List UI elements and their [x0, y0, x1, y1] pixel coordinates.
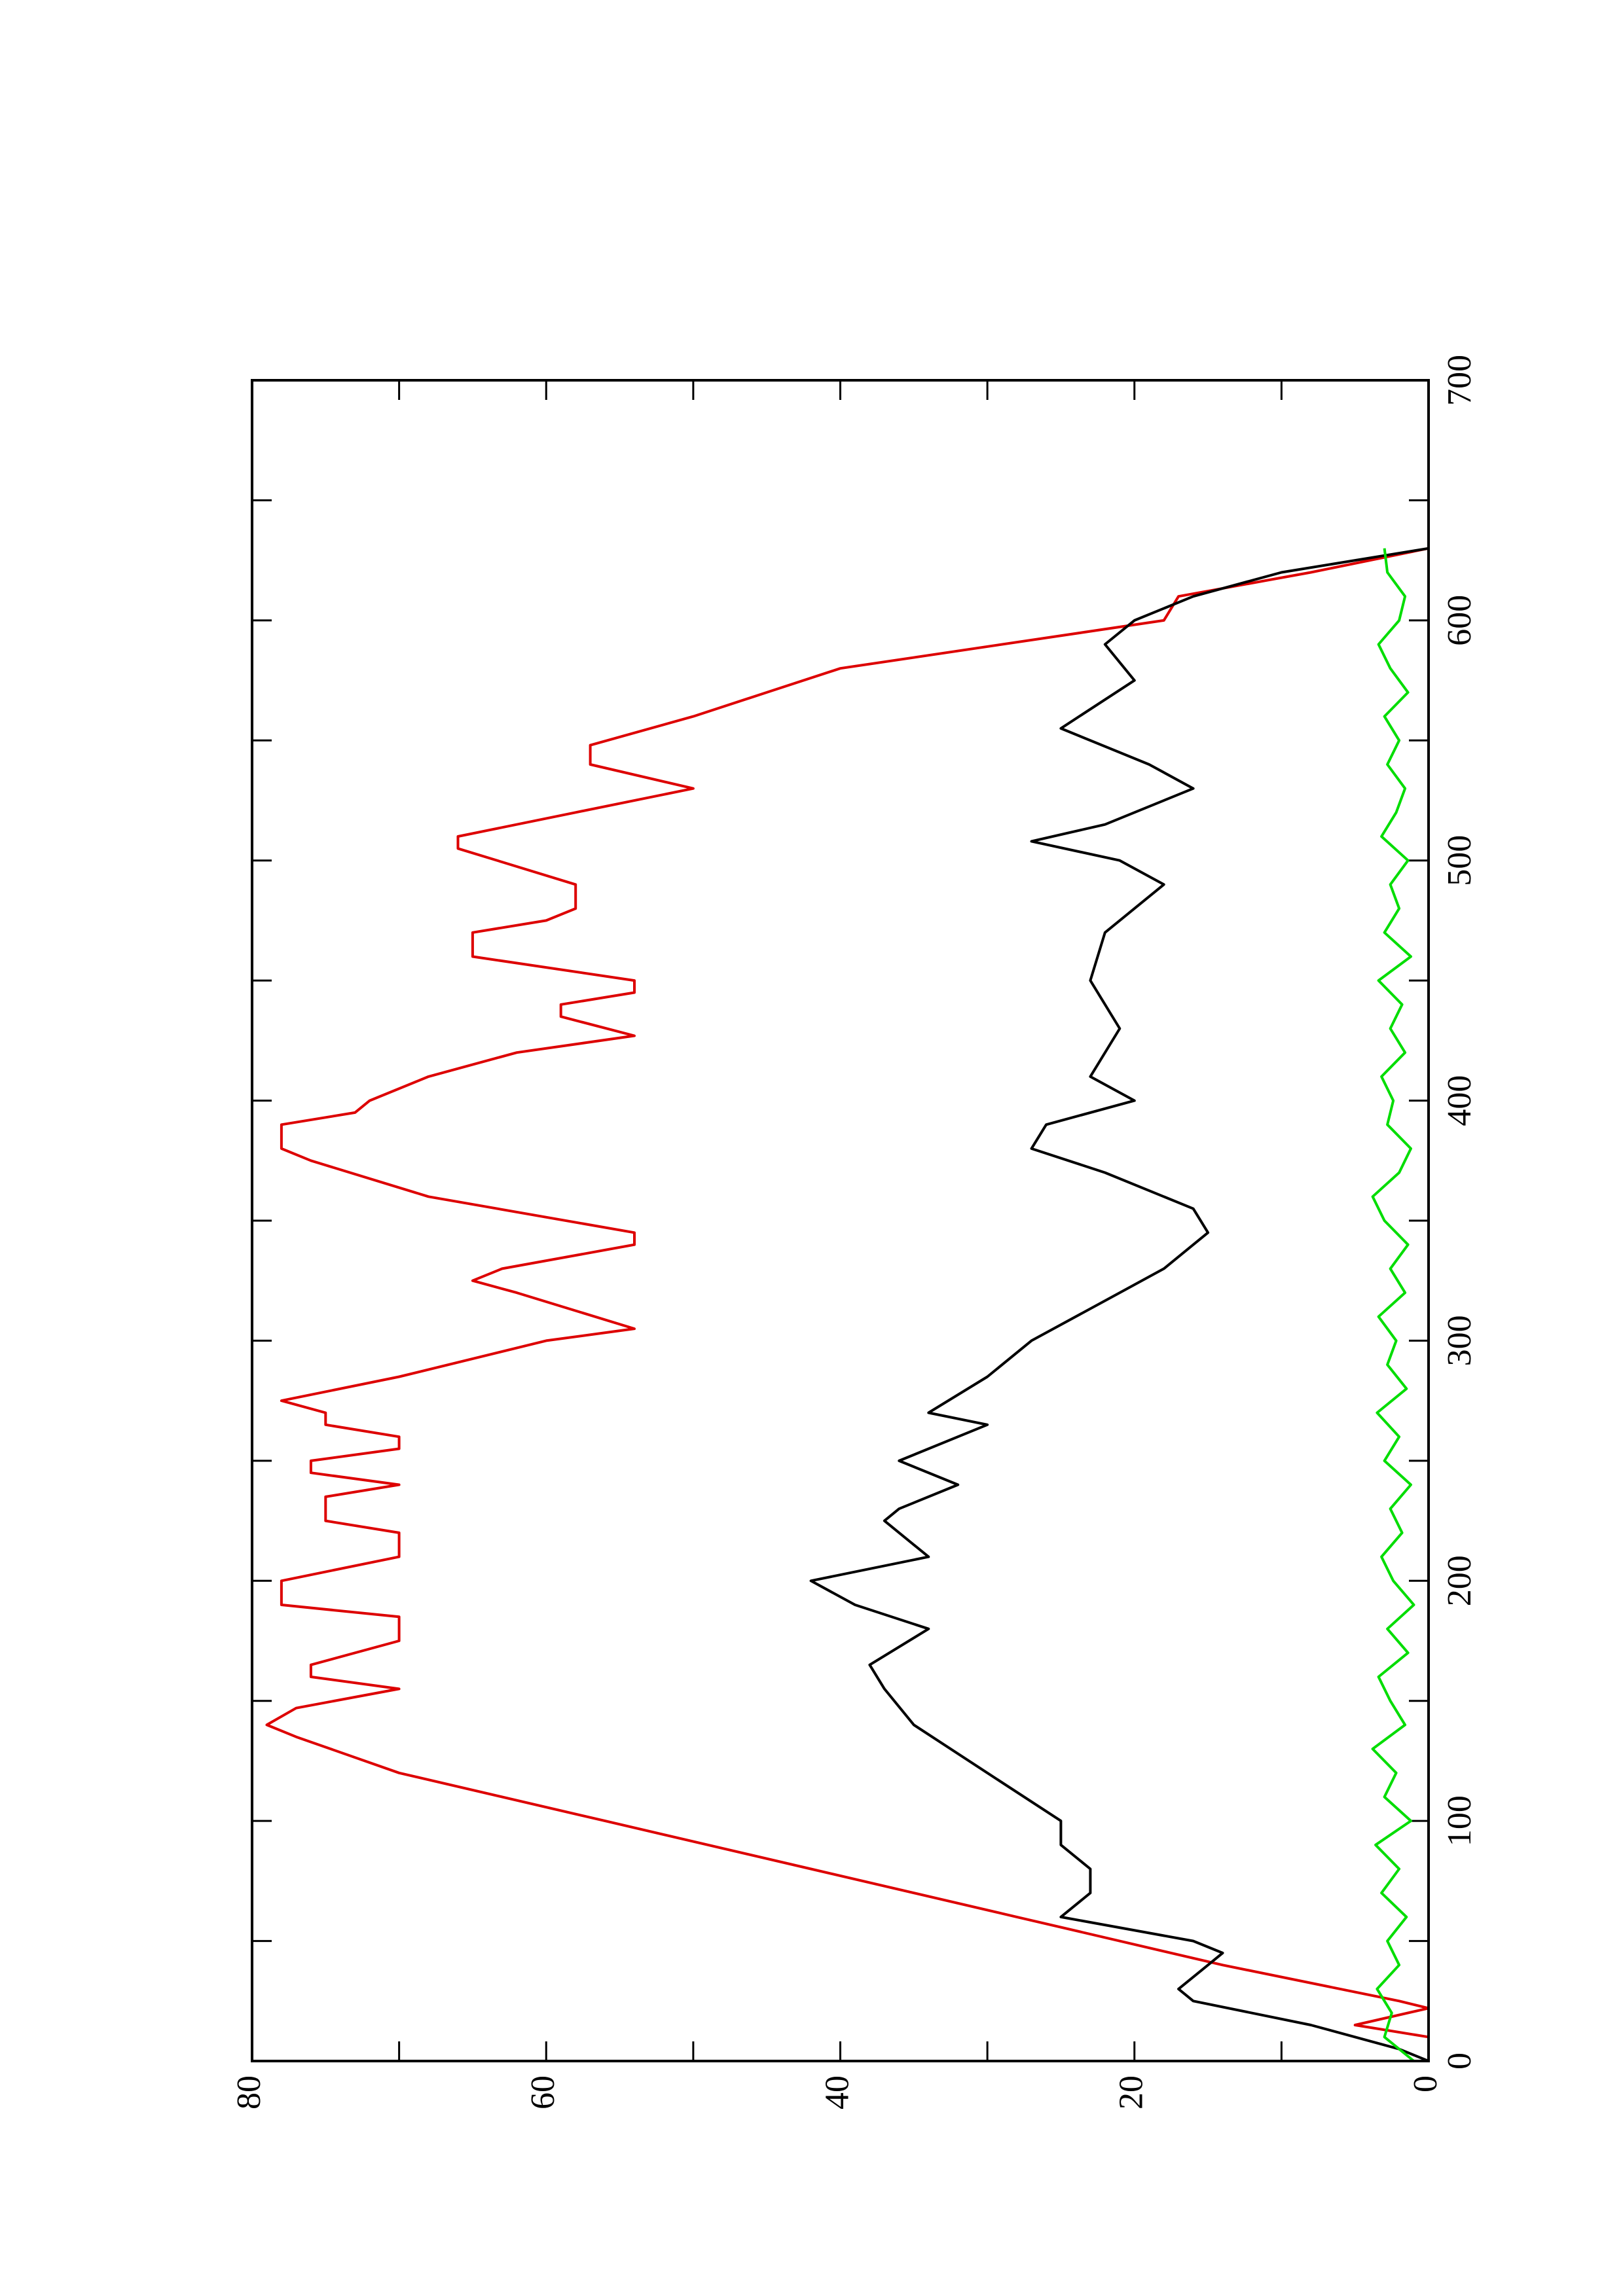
- series-line: [809, 547, 1429, 2062]
- series-line: [265, 547, 1430, 2039]
- x-tick-label: 500: [1441, 835, 1478, 886]
- x-tick-label: 100: [1441, 1795, 1478, 1846]
- plot-frame: [251, 379, 1430, 2062]
- y-tick-label: 60: [524, 2075, 562, 2109]
- x-tick-label: 200: [1441, 1555, 1478, 1606]
- y-tick-label: 0: [1407, 2075, 1444, 2092]
- y-tick-label: 80: [230, 2075, 268, 2109]
- x-tick-label: 400: [1441, 1075, 1478, 1126]
- x-tick-label: 700: [1441, 355, 1478, 406]
- x-tick-label: 0: [1441, 2053, 1478, 2070]
- series-line: [1371, 548, 1415, 2062]
- x-tick-label: 600: [1441, 595, 1478, 646]
- y-tick-label: 20: [1113, 2075, 1150, 2109]
- x-tick-label: 300: [1441, 1315, 1478, 1366]
- y-tick-label: 40: [818, 2075, 856, 2109]
